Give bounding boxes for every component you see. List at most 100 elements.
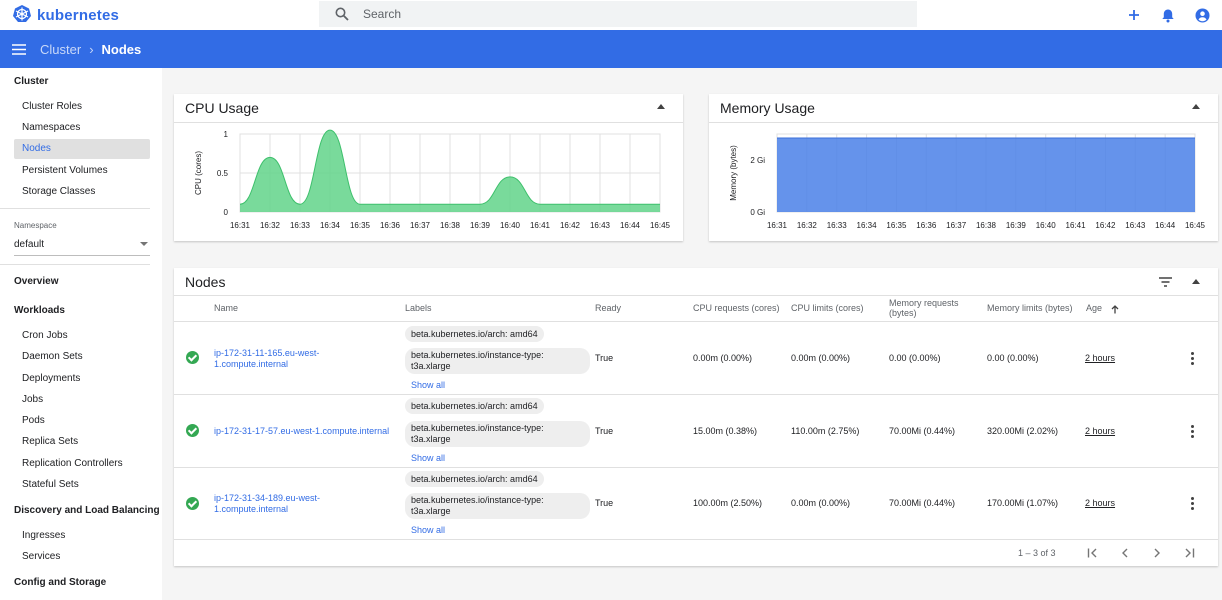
series-area xyxy=(240,130,660,212)
cpu-requests-value: 15.00m (0.38%) xyxy=(693,426,758,436)
x-tick-label: 16:34 xyxy=(320,221,341,230)
cpu-requests-value: 0.00m (0.00%) xyxy=(693,353,753,363)
cpu-limits-value: 0.00m (0.00%) xyxy=(791,498,851,508)
x-tick-label: 16:37 xyxy=(946,221,967,230)
sidebar-item-pods[interactable]: Pods xyxy=(22,415,45,426)
node-name-link[interactable]: ip-172-31-17-57.eu-west-1.compute.intern… xyxy=(214,426,390,436)
sidebar-item-namespaces[interactable]: Namespaces xyxy=(22,122,81,133)
series-line xyxy=(239,129,660,205)
age-value[interactable]: 2 hours xyxy=(1085,353,1116,363)
x-tick-label: 16:35 xyxy=(886,221,907,230)
ready-check-icon xyxy=(186,351,199,364)
sidebar-item-nodes[interactable]: Nodes xyxy=(14,139,150,159)
label-chip: beta.kubernetes.io/instance-type: t3a.xl… xyxy=(405,348,590,374)
sidebar-item-ingresses[interactable]: Ingresses xyxy=(22,530,66,541)
ready-value: True xyxy=(595,498,614,508)
x-tick-label: 16:40 xyxy=(500,221,521,230)
kubernetes-wheel-icon xyxy=(12,4,32,27)
column-header-labels: Labels xyxy=(405,303,432,313)
sidebar-item-cluster-roles[interactable]: Cluster Roles xyxy=(22,101,83,112)
sidebar-item-storage-classes[interactable]: Storage Classes xyxy=(22,186,96,197)
more-vert-icon[interactable] xyxy=(1191,425,1195,439)
first-page-icon[interactable] xyxy=(1086,546,1100,560)
account-icon[interactable] xyxy=(1192,5,1212,25)
pagination-range: 1 – 3 of 3 xyxy=(1018,548,1056,558)
sidebar-item-persistent-volumes[interactable]: Persistent Volumes xyxy=(22,165,108,176)
y-tick-label: 2 Gi xyxy=(750,156,765,165)
top-bar: kubernetes xyxy=(0,0,1222,30)
namespace-select[interactable]: default xyxy=(14,238,150,256)
filter-icon[interactable] xyxy=(1159,276,1172,290)
sidebar-item-jobs[interactable]: Jobs xyxy=(22,394,44,405)
sidebar-heading-discovery[interactable]: Discovery and Load Balancing xyxy=(14,505,160,516)
ready-check-icon xyxy=(186,497,199,510)
x-tick-label: 16:36 xyxy=(916,221,937,230)
sidebar-item-stateful-sets[interactable]: Stateful Sets xyxy=(22,479,79,490)
cpu-requests-value: 100.00m (2.50%) xyxy=(693,498,763,508)
sidebar-item-cron-jobs[interactable]: Cron Jobs xyxy=(22,330,68,341)
more-vert-icon[interactable] xyxy=(1191,497,1195,511)
sidebar-item-deployments[interactable]: Deployments xyxy=(22,373,81,384)
node-name-link[interactable]: ip-172-31-34-189.eu-west-1.compute.inter… xyxy=(214,493,321,514)
show-all-link[interactable]: Show all xyxy=(411,525,446,535)
x-tick-label: 16:35 xyxy=(350,221,371,230)
search-icon xyxy=(335,7,349,21)
sidebar-divider xyxy=(0,208,150,209)
collapse-icon[interactable] xyxy=(1192,279,1200,284)
sidebar-heading-config-storage[interactable]: Config and Storage xyxy=(14,577,107,588)
sidebar-item-daemon-sets[interactable]: Daemon Sets xyxy=(22,351,83,362)
x-tick-label: 16:32 xyxy=(797,221,818,230)
sort-arrow-up-icon[interactable] xyxy=(1111,303,1119,317)
nodes-card: Nodes xyxy=(174,268,1218,566)
column-header-cpu-limits: CPU limits (cores) xyxy=(791,303,864,313)
x-tick-label: 16:37 xyxy=(410,221,431,230)
memory-requests-value: 70.00Mi (0.44%) xyxy=(889,426,956,436)
search-input[interactable] xyxy=(363,7,863,21)
collapse-icon[interactable] xyxy=(1192,104,1200,109)
sidebar-item-services[interactable]: Services xyxy=(22,551,61,562)
next-page-icon[interactable] xyxy=(1150,546,1164,560)
column-header-memory-limits: Memory limits (bytes) xyxy=(987,303,1073,313)
hamburger-menu-icon[interactable] xyxy=(12,43,26,55)
collapse-icon[interactable] xyxy=(657,104,665,109)
column-header-age[interactable]: Age xyxy=(1086,303,1103,313)
memory-card-title: Memory Usage xyxy=(720,100,815,116)
x-tick-label: 16:33 xyxy=(290,221,311,230)
sidebar: Cluster Cluster Roles Namespaces Nodes P… xyxy=(0,68,162,600)
previous-page-icon[interactable] xyxy=(1118,546,1132,560)
sidebar-item-replica-sets[interactable]: Replica Sets xyxy=(22,436,79,447)
x-tick-label: 16:31 xyxy=(767,221,788,230)
memory-limits-value: 0.00 (0.00%) xyxy=(987,353,1039,363)
y-tick-label: 0 xyxy=(224,208,229,217)
memory-requests-value: 0.00 (0.00%) xyxy=(889,353,941,363)
breadcrumb-current: Nodes xyxy=(101,41,142,57)
age-value[interactable]: 2 hours xyxy=(1085,426,1116,436)
column-header-name[interactable]: Name xyxy=(214,303,239,313)
show-all-link[interactable]: Show all xyxy=(411,453,446,463)
sidebar-heading-overview[interactable]: Overview xyxy=(14,276,59,287)
sidebar-divider xyxy=(0,264,150,265)
sidebar-item-replication-controllers[interactable]: Replication Controllers xyxy=(22,458,123,469)
node-name-link[interactable]: ip-172-31-11-165.eu-west-1.compute.inter… xyxy=(214,348,320,369)
age-value[interactable]: 2 hours xyxy=(1085,498,1116,508)
y-tick-label: 1 xyxy=(224,130,229,139)
memory-usage-card: Memory Usage 16:31 16:32 16:33 16:34 16:35 16… xyxy=(709,94,1218,241)
sidebar-heading-workloads[interactable]: Workloads xyxy=(14,305,65,316)
more-vert-icon[interactable] xyxy=(1191,352,1195,366)
show-all-link[interactable]: Show all xyxy=(411,380,446,390)
search-bar[interactable] xyxy=(319,1,917,27)
add-icon[interactable] xyxy=(1124,5,1144,25)
breadcrumb-cluster[interactable]: Cluster xyxy=(40,41,82,57)
x-tick-label: 16:44 xyxy=(620,221,641,230)
sidebar-heading-cluster[interactable]: Cluster xyxy=(14,76,49,87)
x-tick-label: 16:44 xyxy=(1155,221,1176,230)
x-tick-label: 16:36 xyxy=(380,221,401,230)
cpu-card-title: CPU Usage xyxy=(185,100,259,116)
namespace-label: Namespace xyxy=(14,221,57,230)
last-page-icon[interactable] xyxy=(1182,546,1196,560)
x-tick-label: 16:38 xyxy=(440,221,461,230)
bell-icon[interactable] xyxy=(1158,5,1178,25)
y-axis-label: Memory (bytes) xyxy=(729,145,738,201)
logo[interactable]: kubernetes xyxy=(12,4,119,27)
x-tick-label: 16:43 xyxy=(1125,221,1146,230)
